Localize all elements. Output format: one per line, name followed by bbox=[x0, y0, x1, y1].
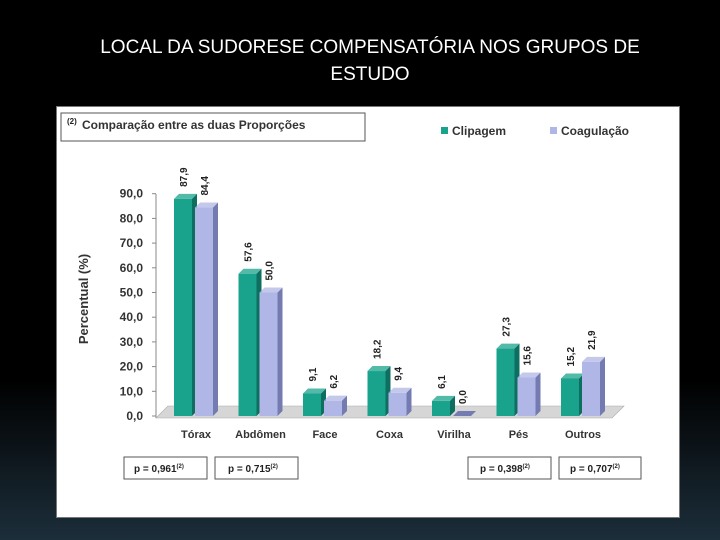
p-value-2: p = 0,715 bbox=[228, 464, 271, 475]
data-label-clipagem-6: 15,2 bbox=[566, 347, 577, 367]
data-label-coagulação-5: 15,6 bbox=[523, 346, 534, 366]
bars-group: 87,9 84,4 57,6 50,0 9,1 6,2 18,2 9,4 6,1 0,0 27,3 1… bbox=[174, 167, 605, 416]
y-tick-label: 70,0 bbox=[120, 236, 144, 250]
p-value-boxes: p = 0,961(2) p = 0,715(2) p = 0,398(2) p… bbox=[123, 456, 642, 480]
p-value-box-3 bbox=[467, 456, 552, 480]
bar-coagulação-1 bbox=[259, 287, 283, 416]
p-value-box-1 bbox=[123, 456, 208, 480]
slide-title-line-1: LOCAL DA SUDORESE COMPENSATÓRIA NOS GRUP… bbox=[100, 37, 640, 58]
legend-swatch-clipagem bbox=[441, 127, 448, 134]
data-label-coagulação-4: 0,0 bbox=[458, 390, 469, 404]
bar-coagulação-0 bbox=[195, 202, 218, 416]
y-tick-label: 60,0 bbox=[120, 261, 144, 275]
data-label-coagulação-6: 21,9 bbox=[587, 330, 598, 350]
bar-clipagem-3 bbox=[367, 366, 391, 416]
svg-text:p = 0,398(2): p = 0,398(2) bbox=[480, 464, 530, 475]
x-tick-label: Abdômen bbox=[235, 429, 286, 441]
x-axis-labels: Tórax Abdômen Face Coxa Virilha Pés Outros bbox=[181, 429, 601, 441]
p-value-box-2 bbox=[214, 456, 299, 480]
y-tick-label: 10,0 bbox=[120, 384, 144, 398]
p-value-1: p = 0,961 bbox=[134, 464, 177, 475]
bar-coagulação-3 bbox=[388, 387, 412, 416]
svg-text:p = 0,715(2): p = 0,715(2) bbox=[228, 464, 278, 475]
x-tick-label: Outros bbox=[565, 429, 601, 441]
x-tick-label: Face bbox=[312, 429, 337, 441]
y-tick-label: 20,0 bbox=[120, 360, 144, 374]
svg-text:p = 0,707(2): p = 0,707(2) bbox=[570, 464, 620, 475]
bar-coagulação-6 bbox=[582, 356, 605, 416]
data-label-clipagem-5: 27,3 bbox=[502, 317, 513, 337]
svg-text:p = 0,961(2): p = 0,961(2) bbox=[134, 464, 184, 475]
data-label-coagulação-3: 9,4 bbox=[394, 366, 405, 380]
data-label-clipagem-3: 18,2 bbox=[373, 339, 384, 359]
y-tick-label: 80,0 bbox=[120, 211, 144, 225]
p-value-4-sup: (2) bbox=[613, 464, 620, 470]
data-label-clipagem-2: 9,1 bbox=[308, 367, 319, 381]
legend-label-clipagem: Clipagem bbox=[452, 124, 506, 138]
p-value-box-4 bbox=[558, 456, 642, 480]
x-tick-label: Coxa bbox=[376, 429, 404, 441]
bar-coagulação-4 bbox=[453, 411, 476, 416]
note-box bbox=[60, 112, 366, 142]
slide-title-line-2: ESTUDO bbox=[330, 64, 410, 85]
y-axis-ticks: 0,0 10,0 20,0 30,0 40,0 50,0 60,0 70,0 80,0 90,0 bbox=[120, 187, 156, 423]
y-tick-label: 40,0 bbox=[120, 310, 144, 324]
y-tick-label: 30,0 bbox=[120, 335, 144, 349]
bar-clipagem-1 bbox=[238, 268, 262, 416]
x-tick-label: Tórax bbox=[181, 429, 212, 441]
note-superscript: (2) bbox=[67, 117, 77, 126]
data-label-clipagem-4: 6,1 bbox=[437, 375, 448, 389]
data-label-clipagem-1: 57,6 bbox=[244, 242, 255, 262]
y-axis-title: Percentual (%) bbox=[76, 254, 91, 344]
p-value-4: p = 0,707 bbox=[570, 464, 613, 475]
p-value-3: p = 0,398 bbox=[480, 464, 523, 475]
bar-clipagem-6 bbox=[561, 373, 584, 416]
p-value-3-sup: (2) bbox=[523, 464, 530, 470]
p-value-2-sup: (2) bbox=[271, 464, 278, 470]
bar-clipagem-4 bbox=[432, 395, 455, 416]
chart-panel: (2) Comparação entre as duas Proporções … bbox=[56, 106, 680, 518]
data-label-coagulação-0: 84,4 bbox=[200, 176, 211, 196]
legend-label-coagulacao: Coagulação bbox=[561, 124, 629, 138]
bar-clipagem-5 bbox=[496, 343, 520, 416]
data-label-coagulação-2: 6,2 bbox=[329, 374, 340, 388]
y-tick-label: 0,0 bbox=[126, 409, 143, 423]
x-tick-label: Virilha bbox=[437, 429, 471, 441]
bar-clipagem-2 bbox=[303, 388, 326, 416]
bar-coagulação-2 bbox=[324, 395, 347, 416]
data-label-clipagem-0: 87,9 bbox=[179, 167, 190, 187]
y-tick-label: 90,0 bbox=[120, 187, 144, 201]
bar-coagulação-5 bbox=[517, 372, 541, 416]
legend-swatch-coagulacao bbox=[550, 127, 557, 134]
bar-chart: (2) Comparação entre as duas Proporções … bbox=[60, 112, 642, 480]
slide-title: LOCAL DA SUDORESE COMPENSATÓRIA NOS GRUP… bbox=[70, 34, 670, 88]
p-value-1-sup: (2) bbox=[177, 464, 184, 470]
data-label-coagulação-1: 50,0 bbox=[265, 261, 276, 281]
y-tick-label: 50,0 bbox=[120, 286, 144, 300]
x-tick-label: Pés bbox=[509, 429, 529, 441]
bar-clipagem-0 bbox=[174, 193, 197, 416]
note-text: Comparação entre as duas Proporções bbox=[82, 118, 306, 132]
legend: Clipagem Coagulação bbox=[441, 124, 629, 138]
